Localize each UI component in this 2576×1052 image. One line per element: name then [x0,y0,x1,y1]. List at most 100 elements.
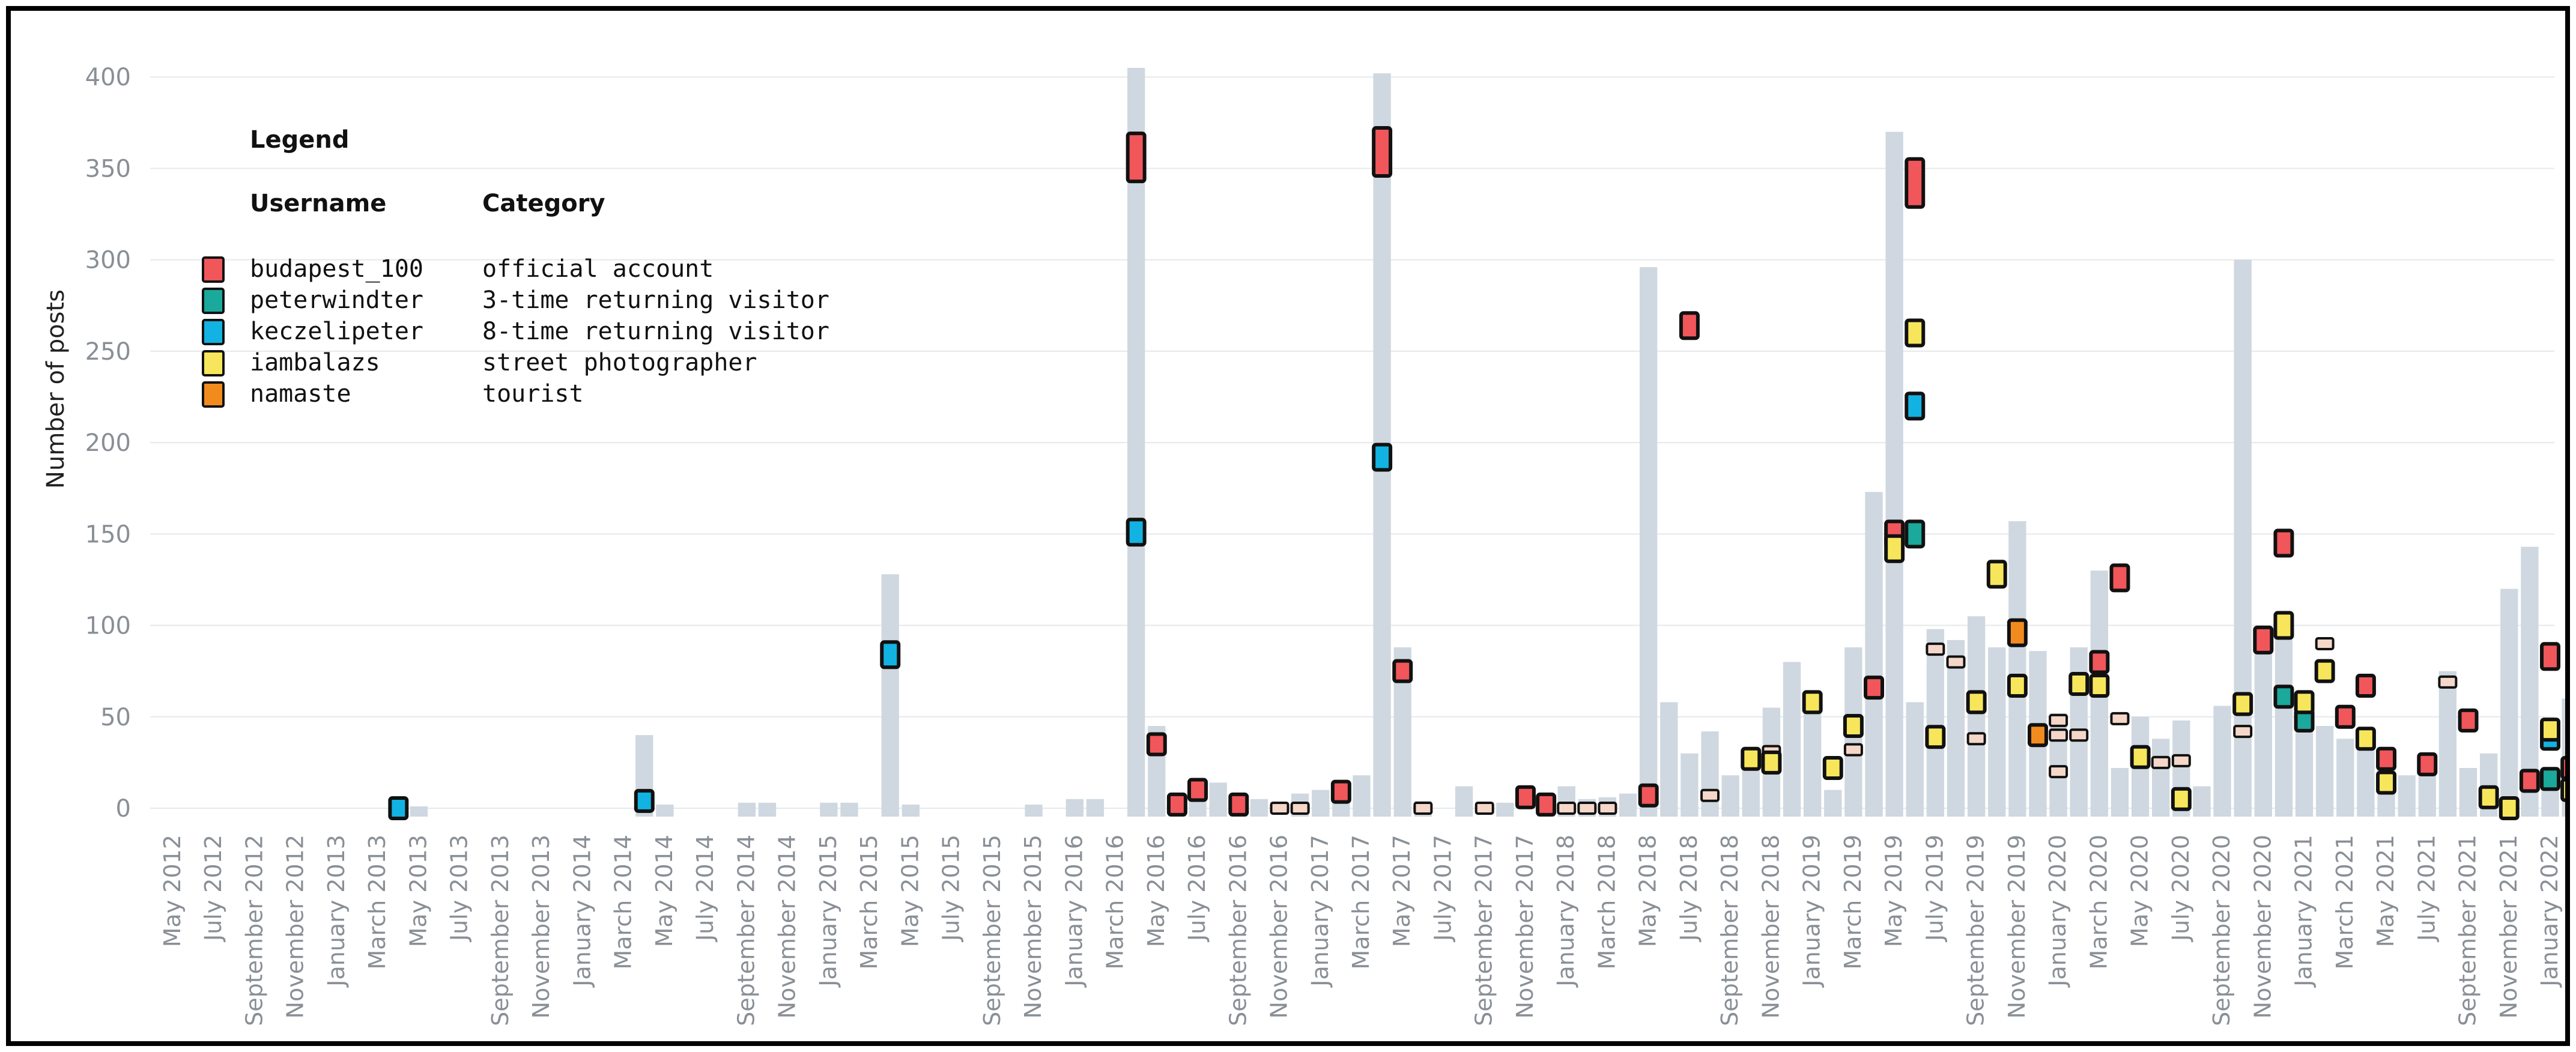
x-tick-label: July 2016 [1184,835,1210,942]
other-user-mark [2233,725,2253,739]
mark-budapest_100 [1187,778,1208,802]
legend-category: street photographer [482,349,757,376]
x-tick-label: May 2021 [2372,835,2399,947]
other-user-mark [2438,675,2458,689]
x-tick-label: November 2012 [282,835,309,1018]
y-tick-label: 250 [85,338,131,366]
x-tick-label: March 2013 [364,835,390,970]
month-total-bar [1947,639,1965,817]
mark-iambalazs [2355,727,2376,751]
x-tick-label: March 2021 [2332,835,2358,970]
x-tick-label: January 2016 [1061,835,1087,988]
month-total-bar [1906,702,1924,817]
mark-iambalazs [1905,318,1926,348]
y-axis-label: Number of posts [42,289,70,489]
x-tick-label: January 2020 [2044,835,2071,988]
mark-budapest_100 [2335,704,2356,729]
other-user-mark [2049,765,2068,779]
legend-username: peterwindter [250,286,423,314]
x-tick-label: January 2019 [1799,835,1825,988]
month-total-bar [902,804,920,817]
mark-iambalazs [2294,690,2315,715]
y-tick-label: 200 [85,429,131,457]
legend-category: 3-time returning visitor [482,286,829,314]
x-tick-label: November 2020 [2249,835,2276,1018]
month-total-bar [1885,132,1903,817]
other-user-mark [2069,728,2089,742]
mark-budapest_100 [2253,625,2274,654]
legend-username: keczelipeter [250,318,423,345]
other-user-mark [1270,802,1290,815]
mark-budapest_100 [2355,674,2376,698]
month-total-bar [2274,634,2293,817]
x-tick-label: May 2016 [1143,835,1169,947]
month-total-bar [2234,259,2252,817]
mark-budapest_100 [2109,563,2130,593]
month-total-bar [1619,793,1637,817]
x-tick-label: March 2014 [610,835,637,970]
mark-keczelipeter [1372,443,1393,472]
month-total-bar [1209,782,1227,817]
x-tick-label: July 2021 [2413,835,2440,942]
x-tick-label: November 2019 [2004,835,2030,1018]
x-axis: May 2012 July 2012 September 2012 November … [159,835,2563,1026]
x-tick-label: January 2014 [569,835,595,988]
legend-category: 8-time returning visitor [482,318,829,345]
mark-iambalazs [1966,690,1987,715]
x-tick-label: March 2019 [1840,835,1866,970]
x-tick-label: May 2019 [1880,835,1907,947]
x-tick-label: September 2018 [1717,835,1743,1026]
month-total-bar [2152,739,2170,817]
x-tick-label: May 2018 [1635,835,1661,947]
mark-budapest_100 [2560,756,2565,781]
x-tick-label: September 2013 [487,835,514,1026]
other-user-mark [1577,802,1597,815]
x-tick-label: January 2015 [815,835,841,988]
month-total-bar [1824,790,1842,817]
user-marks [388,126,2565,820]
mark-budapest_100 [1905,157,1926,209]
month-total-bar [2111,768,2129,817]
mark-iambalazs [2478,785,2499,809]
mark-peterwindter [1905,519,1926,549]
mark-budapest_100 [2519,769,2540,793]
x-tick-label: May 2014 [651,835,677,947]
x-tick-label: September 2019 [1963,835,1989,1026]
other-user-mark [2171,754,2191,767]
y-tick-label: 400 [85,64,131,91]
x-tick-label: July 2018 [1676,835,1702,942]
x-tick-label: November 2021 [2496,835,2522,1018]
month-total-bar [2336,739,2354,817]
mark-budapest_100 [2273,528,2294,558]
month-total-bar [1065,799,1083,817]
mark-budapest_100 [2089,650,2110,674]
mark-budapest_100 [1228,792,1249,817]
x-tick-label: September 2012 [241,835,267,1026]
month-total-bar [1640,267,1658,817]
legend-category-header: Category [482,190,605,217]
mark-iambalazs [2376,770,2397,795]
x-tick-label: May 2015 [897,835,923,947]
chart-frame: 0 50 100 150 200 250 300 350 400 May 2012 July 20… [6,6,2570,1046]
x-tick-label: November 2017 [1512,835,1538,1018]
mark-iambalazs [2540,718,2560,742]
other-user-mark [1413,802,1433,815]
month-total-bar [738,802,756,817]
legend-username-header: Username [250,190,386,217]
x-tick-label: July 2015 [938,835,965,942]
mark-budapest_100 [1392,659,1413,683]
month-total-bar [1742,762,1760,817]
x-tick-label: May 2013 [405,835,431,947]
mark-budapest_100 [1864,676,1885,700]
month-total-bar [1250,799,1268,817]
x-tick-label: November 2013 [528,835,554,1018]
month-total-bar [1783,662,1801,817]
y-tick-label: 350 [85,155,131,183]
month-total-bar [881,574,899,817]
month-total-bar [1926,629,1945,817]
other-user-mark [1598,802,1617,815]
mark-iambalazs [1761,750,1782,775]
mark-keczelipeter [388,796,409,820]
x-tick-label: September 2014 [733,835,759,1026]
gridlines [150,76,2554,809]
